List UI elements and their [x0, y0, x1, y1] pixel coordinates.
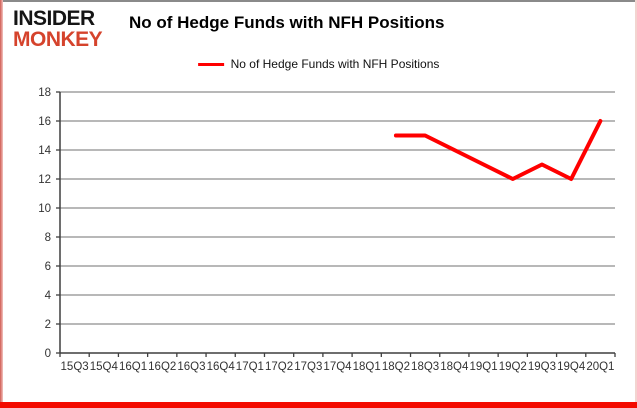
- logo-text-insider: INSIDER: [13, 7, 95, 30]
- frame-border-right: [635, 0, 637, 402]
- y-tick-label: 18: [38, 87, 51, 99]
- x-tick-label: 20Q1: [586, 361, 614, 373]
- frame-border-left: [0, 0, 3, 402]
- y-tick-label: 16: [38, 116, 51, 128]
- x-tick-label: 19Q4: [557, 361, 586, 373]
- y-tick-label: 6: [45, 261, 51, 273]
- frame-border-top: [0, 0, 637, 2]
- y-tick-label: 8: [45, 232, 51, 244]
- x-tick-label: 17Q1: [236, 361, 264, 373]
- chart-title: No of Hedge Funds with NFH Positions: [129, 13, 445, 32]
- x-tick-label: 16Q1: [119, 361, 147, 373]
- x-tick-label: 17Q2: [265, 361, 293, 373]
- x-tick-label: 16Q2: [148, 361, 176, 373]
- x-tick-label: 17Q4: [323, 361, 352, 373]
- y-tick-label: 10: [38, 203, 51, 215]
- x-tick-label: 18Q3: [411, 361, 439, 373]
- x-tick-label: 15Q3: [61, 361, 89, 373]
- x-tick-label: 18Q2: [382, 361, 410, 373]
- frame-border-bottom: [0, 402, 637, 408]
- y-tick-label: 12: [38, 174, 51, 186]
- legend-line-swatch: [197, 62, 224, 66]
- insider-monkey-logo: INSIDER MONKEY: [13, 7, 103, 51]
- legend-series-label: No of Hedge Funds with NFH Positions: [230, 57, 440, 71]
- x-tick-label: 17Q3: [294, 361, 322, 373]
- logo-text-monkey: MONKEY: [13, 27, 103, 51]
- x-tick-label: 18Q4: [440, 361, 469, 373]
- x-tick-label: 15Q4: [90, 361, 119, 373]
- y-tick-label: 2: [45, 319, 51, 331]
- x-tick-label: 16Q4: [207, 361, 236, 373]
- series-line: [393, 119, 603, 181]
- legend: No of Hedge Funds with NFH Positions: [197, 57, 440, 71]
- x-tick-label: 19Q1: [469, 361, 497, 373]
- y-tick-label: 14: [38, 145, 51, 157]
- y-tick-label: 0: [45, 348, 51, 360]
- x-tick-label: 16Q3: [177, 361, 205, 373]
- y-tick-label: 4: [45, 290, 52, 302]
- x-tick-label: 19Q2: [499, 361, 527, 373]
- x-tick-label: 18Q1: [353, 361, 381, 373]
- x-tick-label: 19Q3: [528, 361, 556, 373]
